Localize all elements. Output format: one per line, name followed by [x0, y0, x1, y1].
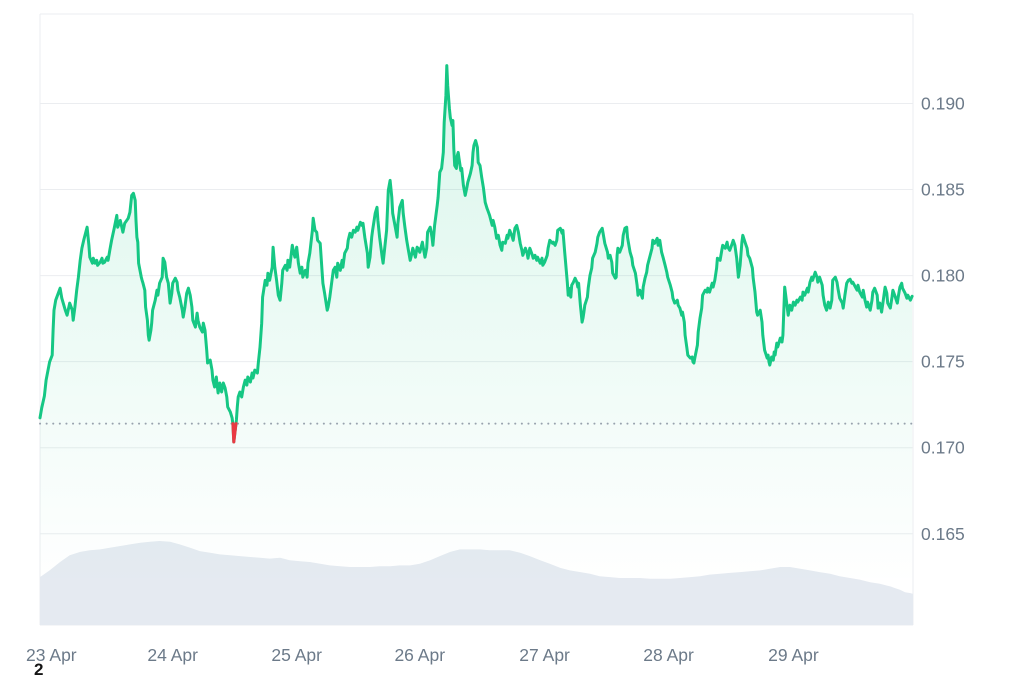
x-axis-tick-label: 28 Apr: [643, 645, 694, 665]
x-axis-tick-label: 29 Apr: [768, 645, 819, 665]
y-axis-tick-label: 0.175: [921, 352, 965, 372]
x-axis-tick-label: 27 Apr: [519, 645, 570, 665]
price-area-fill: [40, 65, 913, 626]
x-axis-tick-label: 26 Apr: [394, 645, 445, 665]
y-axis-tick-label: 0.180: [921, 266, 965, 286]
x-axis-tick-label: 24 Apr: [147, 645, 198, 665]
x-axis-tick-label: 25 Apr: [271, 645, 322, 665]
y-axis-tick-label: 0.185: [921, 180, 965, 200]
x-axis-tick-label: 23 Apr: [26, 645, 77, 665]
y-axis-tick-label: 0.170: [921, 438, 965, 458]
footnote-page-number: 2: [34, 660, 44, 679]
price-line: [38, 64, 914, 444]
y-axis-tick-label: 0.165: [921, 524, 965, 544]
price-line-below-reference: [231, 422, 238, 444]
y-axis-tick-label: 0.190: [921, 93, 965, 113]
